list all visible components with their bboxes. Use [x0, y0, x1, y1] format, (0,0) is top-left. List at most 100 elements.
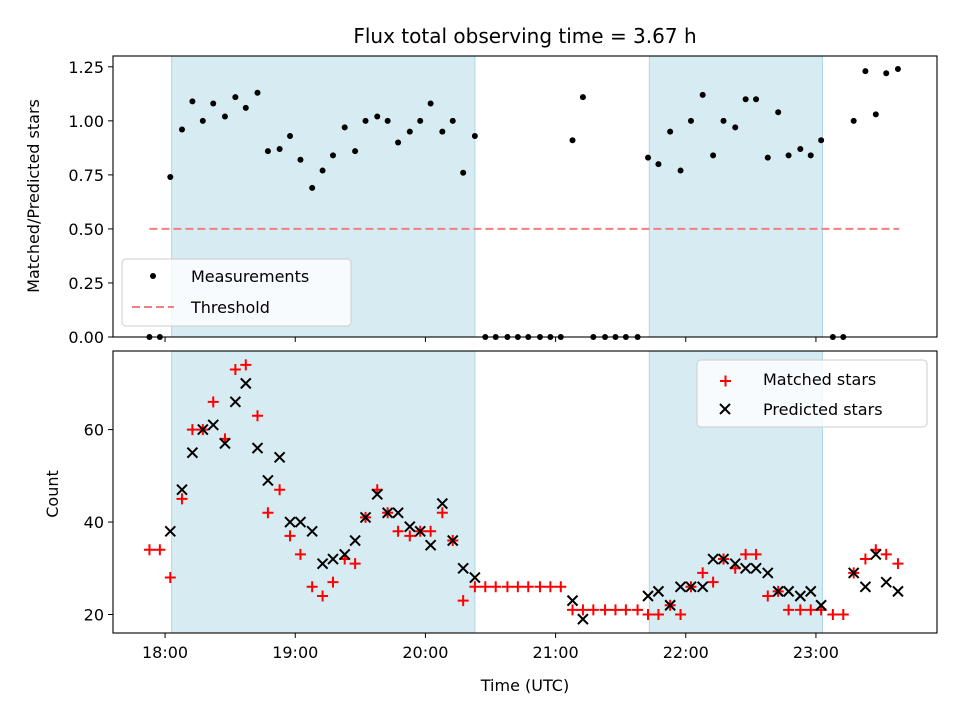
bottom-matched-point	[544, 581, 556, 593]
bottom-matched-point	[392, 525, 404, 537]
bottom-predicted-point	[566, 594, 579, 607]
bottom-predicted-point	[219, 437, 231, 450]
top-measurement-point	[785, 152, 792, 159]
bottom-matched-point	[599, 604, 611, 616]
top-measurement-point	[579, 94, 586, 101]
legend-predicted-label: Predicted stars	[763, 400, 883, 419]
top-measurement-point	[862, 68, 869, 75]
bottom-matched-point	[306, 581, 318, 593]
top-measurement-point	[471, 132, 478, 139]
bottom-predicted-point	[762, 567, 774, 579]
top-measurement-point	[460, 169, 467, 176]
bottom-matched-point	[349, 558, 361, 570]
bottom-matched-point	[284, 530, 296, 542]
top-measurement-point	[883, 70, 890, 77]
bottom-matched-point	[425, 525, 437, 537]
bottom-matched-point	[229, 363, 241, 375]
bottom-predicted-point	[273, 451, 286, 464]
bottom-predicted-point	[164, 525, 176, 538]
bottom-matched-point	[577, 604, 589, 616]
bottom-matched-point	[794, 604, 806, 616]
bottom-predicted-point	[664, 599, 676, 611]
top-measurement-point	[569, 137, 576, 144]
bottom-predicted-point	[772, 585, 784, 598]
bottom-matched-point	[327, 576, 339, 588]
bottom-predicted-point	[457, 562, 469, 574]
top-measurement-point	[232, 94, 239, 101]
bottom-matched-point	[207, 396, 219, 408]
bottom-matched-point	[317, 590, 329, 602]
bottom-matched-point	[186, 424, 198, 436]
bottom-matched-point	[892, 558, 904, 570]
bottom-matched-point	[457, 595, 469, 607]
bottom-matched-point	[522, 581, 534, 593]
bottom-predicted-point	[750, 562, 762, 574]
top-measurement-point	[178, 126, 185, 133]
bottom-predicted-point	[392, 507, 404, 519]
bottom-matched-point	[294, 548, 306, 560]
top-measurement-point	[352, 148, 359, 155]
bottom-panel: 20 40 60 18:00 19:00 20:00 21:00 22:00 23:00 Matc…	[84, 350, 938, 662]
top-measurement-point	[439, 128, 446, 135]
top-measurement-point	[395, 139, 402, 146]
bottom-predicted-point	[186, 446, 199, 459]
bottom-predicted-point	[469, 571, 481, 584]
bottom-predicted-point	[316, 557, 329, 570]
top-measurement-point	[687, 117, 694, 124]
bottom-matched-point	[632, 604, 644, 616]
bottom-matched-point	[620, 604, 632, 616]
bottom-predicted-point	[815, 599, 827, 611]
bottom-matched-point	[697, 567, 709, 579]
top-shaded-interval	[648, 55, 823, 338]
top-measurement-point	[329, 152, 336, 159]
bottom-predicted-point	[707, 553, 719, 565]
bottom-predicted-point	[414, 525, 426, 538]
bottom-matched-point	[164, 572, 176, 584]
top-measurement-point	[221, 113, 228, 120]
top-measurement-point	[742, 96, 749, 103]
top-measurement-point	[287, 132, 294, 139]
top-axes-frame	[112, 55, 938, 338]
legend-measurement-marker	[150, 273, 156, 279]
bottom-legend: Matched stars Predicted stars	[696, 359, 928, 428]
top-measurement-point	[677, 167, 684, 174]
bottom-matched-point	[642, 609, 654, 621]
bottom-matched-point	[783, 604, 795, 616]
top-measurement-point	[374, 113, 381, 120]
top-legend: Measurements Threshold	[121, 258, 352, 327]
bottom-predicted-point	[805, 585, 817, 598]
top-y-tick-label: 0.00	[68, 328, 104, 347]
top-measurement-point	[807, 152, 814, 159]
bottom-y-axis-label: Count	[43, 470, 62, 518]
bottom-matched-point	[501, 581, 513, 593]
bottom-matched-point	[740, 548, 752, 560]
bottom-matched-point	[555, 581, 567, 593]
bottom-matched-point	[609, 604, 621, 616]
bottom-predicted-point	[642, 590, 654, 602]
bottom-predicted-point	[424, 539, 437, 551]
top-legend-box	[121, 258, 352, 327]
bottom-matched-point	[837, 609, 849, 621]
bottom-matched-point	[404, 530, 416, 542]
bottom-matched-point	[490, 581, 502, 593]
bottom-predicted-point	[794, 590, 807, 602]
x-axis-label: Time (UTC)	[480, 676, 569, 695]
bottom-predicted-point	[717, 553, 730, 565]
top-measurement-point	[341, 124, 348, 131]
bottom-matched-point	[750, 548, 762, 560]
top-measurement-point	[297, 156, 304, 163]
bottom-matched-point	[176, 493, 188, 505]
bottom-matched-point	[805, 604, 817, 616]
bottom-matched-point	[762, 590, 774, 602]
bottom-predicted-point	[739, 562, 752, 574]
top-measurement-point	[427, 100, 434, 107]
bottom-predicted-point	[404, 520, 416, 533]
bottom-x-tick-label: 21:00	[533, 643, 579, 662]
legend-measurements-label: Measurements	[191, 267, 309, 286]
top-panel: 0.00 0.25 0.50 0.75 1.00 1.25 Measurements Thre…	[68, 55, 938, 347]
bottom-predicted-point	[685, 581, 697, 593]
bottom-matched-point	[652, 609, 664, 621]
top-measurement-point	[189, 98, 196, 105]
top-measurement-point	[655, 161, 662, 168]
bottom-x-tick-label: 22:00	[663, 643, 709, 662]
